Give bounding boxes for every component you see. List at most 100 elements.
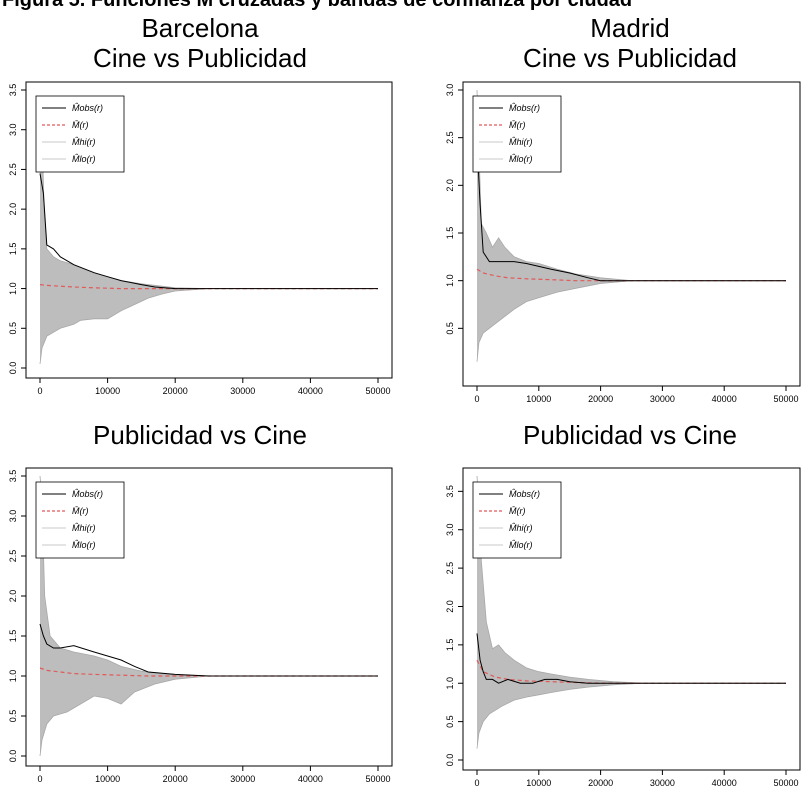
chart-barcelona-publicidad-vs-cine: 0 10000 20000 30000 40000 50000 0.0 0.5 1.0 1.5 2.…: [8, 467, 393, 784]
x-tick-label: 20000: [163, 774, 188, 784]
plot-frame: [462, 81, 801, 387]
x-tick-label: 20000: [163, 386, 188, 396]
x-tick-label: 50000: [365, 774, 390, 784]
x-tick-label: 40000: [298, 774, 323, 784]
legend-label: M̂obs(r): [72, 103, 103, 113]
panel-title-line: Cine vs Publicidad: [523, 43, 737, 73]
y-tick-label: 2.0: [445, 179, 455, 192]
panel-title-madrid-publicidad: Publicidad vs Cine: [485, 420, 775, 450]
series-observed-line: [476, 142, 786, 282]
chart-madrid-publicidad-vs-cine: 0 10000 20000 30000 40000 50000 0.0 0.5 1.0 1.5 2.…: [445, 467, 801, 788]
x-tick-label: 20000: [588, 394, 613, 404]
legend: M̂obs(r) M̄(r) M̂hi(r) M̂lo(r): [472, 481, 562, 559]
x-tick-label: 30000: [650, 778, 675, 788]
x-tick-label: 10000: [526, 394, 551, 404]
x-tick-label: 10000: [95, 386, 120, 396]
panel-title-line: Publicidad vs Cine: [523, 420, 737, 450]
legend-label: M̄(r): [509, 120, 526, 130]
legend-label: M̂hi(r): [509, 137, 533, 147]
legend-label: M̂hi(r): [509, 523, 533, 533]
series-hi-line: [476, 475, 786, 684]
y-tick-label: 1.5: [445, 639, 455, 652]
plot-frame: [25, 467, 393, 767]
y-tick-label: 2.0: [8, 590, 18, 603]
panel-title-barcelona-publicidad: Publicidad vs Cine: [55, 420, 345, 450]
y-tick-label: 3.0: [445, 523, 455, 536]
series-lo-line: [476, 682, 786, 749]
figure-caption: Figura 5. Funciones M cruzadas y bandas …: [2, 0, 633, 11]
y-tick-label: 2.0: [8, 203, 18, 216]
chart-madrid-cine-vs-publicidad: 0 10000 20000 30000 40000 50000 0.5 1.0 1.5 2.0 2.…: [445, 81, 801, 404]
series-mean-line: [39, 667, 378, 677]
legend-label: M̂obs(r): [72, 489, 103, 499]
series-mean-line: [476, 659, 786, 684]
y-tick-label: 3.0: [445, 84, 455, 97]
confidence-envelope: [477, 476, 786, 749]
panel-title-line: Madrid: [590, 13, 670, 43]
x-tick-label: 10000: [95, 774, 120, 784]
x-tick-label: 30000: [650, 394, 675, 404]
x-tick-label: 50000: [365, 386, 390, 396]
y-tick-label: 2.5: [8, 163, 18, 176]
legend-label: M̄(r): [72, 120, 89, 130]
legend-label: M̄(r): [72, 506, 89, 516]
y-tick-label: 1.5: [445, 227, 455, 240]
x-tick-label: 0: [37, 386, 42, 396]
legend-label: M̂lo(r): [509, 154, 533, 164]
y-tick-label: 1.0: [445, 274, 455, 287]
chart-barcelona-cine-vs-publicidad: 0 10000 20000 30000 40000 50000 0.0 0.5 1.0 1.5 2.…: [8, 81, 393, 396]
y-tick-label: 0.5: [445, 322, 455, 335]
legend-label: M̂obs(r): [509, 489, 540, 499]
y-tick-label: 2.5: [445, 131, 455, 144]
y-tick-label: 1.0: [8, 282, 18, 295]
y-tick-label: 0.5: [8, 710, 18, 723]
x-tick-label: 0: [474, 394, 479, 404]
y-tick-label: 0.5: [8, 322, 18, 335]
y-tick-label: 0.0: [445, 754, 455, 767]
legend-label: M̂hi(r): [72, 523, 96, 533]
confidence-envelope: [40, 476, 378, 756]
x-tick-label: 0: [37, 774, 42, 784]
y-tick-label: 1.0: [8, 670, 18, 683]
x-tick-label: 20000: [588, 778, 613, 788]
x-tick-label: 10000: [526, 778, 551, 788]
legend-label: M̂lo(r): [72, 540, 96, 550]
y-tick-label: 0.0: [8, 362, 18, 375]
y-tick-label: 2.5: [8, 550, 18, 563]
x-tick-label: 30000: [230, 386, 255, 396]
y-tick-label: 2.5: [445, 562, 455, 575]
series-observed-line: [39, 173, 378, 290]
x-tick-label: 50000: [773, 394, 798, 404]
legend-label: M̄(r): [509, 506, 526, 516]
legend: M̂obs(r) M̄(r) M̂hi(r) M̂lo(r): [35, 95, 125, 173]
plot-frame: [462, 467, 801, 771]
plot-frame: [25, 81, 393, 379]
panel-title-line: Barcelona: [141, 13, 259, 43]
figure-caption-strip: Figura 5. Funciones M cruzadas y bandas …: [0, 0, 810, 14]
x-tick-label: 40000: [712, 394, 737, 404]
y-tick-label: 1.5: [8, 630, 18, 643]
legend-label: M̂lo(r): [509, 540, 533, 550]
y-tick-label: 0.0: [8, 750, 18, 763]
confidence-envelope: [40, 97, 378, 365]
panel-title-line: Publicidad vs Cine: [93, 420, 307, 450]
series-mean-line: [476, 268, 786, 282]
y-tick-label: 3.5: [8, 84, 18, 97]
panel-title-barcelona-cine: Barcelona Cine vs Publicidad: [55, 13, 345, 73]
panel-title-madrid-cine: Madrid Cine vs Publicidad: [485, 13, 775, 73]
series-hi-line: [476, 89, 786, 282]
series-observed-line: [39, 623, 378, 677]
series-lo-line: [39, 675, 378, 757]
legend-label: M̂hi(r): [72, 137, 96, 147]
y-tick-label: 3.0: [8, 123, 18, 136]
legend-label: M̂obs(r): [509, 103, 540, 113]
series-observed-line: [476, 633, 786, 684]
x-tick-label: 50000: [773, 778, 798, 788]
x-tick-label: 30000: [230, 774, 255, 784]
x-tick-label: 40000: [298, 386, 323, 396]
series-lo-line: [39, 288, 378, 365]
y-tick-label: 0.5: [445, 715, 455, 728]
panel-title-line: Cine vs Publicidad: [93, 43, 307, 73]
series-mean-line: [39, 284, 378, 290]
series-hi-line: [39, 475, 378, 677]
